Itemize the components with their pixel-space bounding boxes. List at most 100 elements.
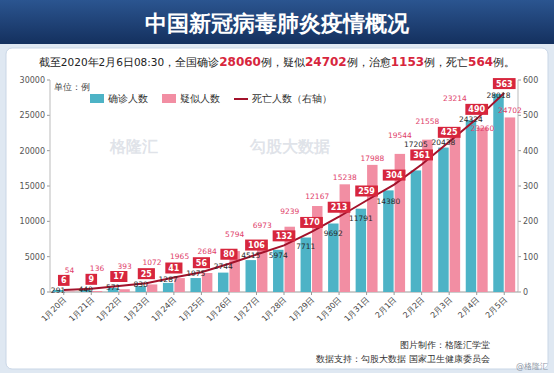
bar — [411, 170, 421, 292]
source: 数据支持：勾股大数据 国家卫生健康委员会 — [316, 354, 490, 364]
watermark-corner: @格隆汇 — [516, 362, 548, 371]
data-label: 25 — [141, 270, 153, 279]
label-box — [110, 271, 127, 282]
x-tick-label: 2月4日 — [456, 295, 481, 320]
x-tick — [339, 292, 340, 295]
line-data-label: 259 — [355, 185, 378, 196]
x-tick — [91, 292, 92, 295]
subtitle-part: 例，死亡 — [424, 56, 468, 68]
y2-tick-label: 400 — [523, 147, 538, 156]
label-box — [328, 202, 351, 213]
label-box — [465, 104, 488, 115]
x-tick — [256, 292, 257, 295]
label-box — [493, 78, 516, 89]
data-label: 571 — [106, 283, 121, 292]
data-label: 17 — [113, 272, 124, 281]
x-tick-label: 2月3日 — [429, 295, 454, 320]
line-data-label: 41 — [165, 263, 182, 274]
data-label: 1975 — [186, 269, 205, 278]
x-tick-label: 1月20日 — [40, 295, 68, 323]
bar — [505, 117, 515, 292]
data-label: 9239 — [280, 207, 299, 216]
x-tick-label: 2月2日 — [401, 295, 426, 320]
label-box — [438, 127, 461, 138]
data-label: 304 — [386, 171, 403, 180]
data-label: 6973 — [253, 221, 272, 230]
x-tick-label: 2月1日 — [374, 295, 399, 320]
data-label: 1965 — [170, 252, 189, 261]
x-tick-label: 1月21日 — [67, 295, 95, 323]
data-label: 7711 — [296, 242, 315, 251]
data-label: 24702 — [498, 106, 522, 115]
data-label: 23260 — [471, 124, 495, 133]
marks — [53, 93, 515, 292]
y-tick-label: 30000 — [20, 76, 45, 85]
line-data-label: 213 — [328, 202, 351, 213]
watermark: 格隆汇 — [109, 137, 158, 156]
legend-swatch — [90, 94, 104, 103]
data-label: 19544 — [388, 131, 412, 140]
line-data-label: 563 — [493, 78, 516, 89]
line-data-label: 80 — [220, 249, 237, 260]
legend-label: 疑似人数 — [180, 93, 220, 104]
data-label: 136 — [90, 264, 105, 273]
y2-tick-label: 600 — [523, 76, 538, 85]
data-label: 4515 — [241, 251, 260, 260]
data-label: 80 — [223, 250, 235, 259]
bar — [450, 128, 460, 292]
x-tick-label: 1月26日 — [205, 295, 233, 323]
line-data-label: 170 — [300, 217, 323, 228]
y-tick-label: 20000 — [20, 147, 45, 156]
bar — [64, 291, 74, 292]
data-label: 425 — [441, 128, 458, 137]
x-tick — [284, 292, 285, 295]
label-box — [193, 257, 210, 268]
data-label: 563 — [496, 80, 513, 89]
data-label: 14380 — [376, 197, 400, 206]
y-tick-label: 10000 — [20, 217, 45, 226]
subtitle: 截至2020年2月6日08:30，全国确诊28060例，疑似24702例，治愈1… — [39, 55, 515, 69]
header-band — [0, 0, 554, 44]
data-label: 830 — [133, 280, 148, 289]
y-tick-label: 25000 — [20, 111, 45, 120]
data-label: 5794 — [225, 230, 244, 239]
data-label: 2744 — [214, 262, 233, 271]
data-label: 1072 — [143, 258, 162, 267]
label-box — [220, 249, 237, 260]
data-label: 9 — [89, 275, 95, 284]
line-data-label: 132 — [273, 230, 296, 241]
data-label: 20438 — [432, 138, 456, 147]
credit: 图片制作：格隆汇学堂 — [400, 340, 490, 350]
line-data-label: 490 — [465, 104, 488, 115]
line-data-label: 425 — [438, 127, 461, 138]
y-axis — [50, 80, 51, 292]
y2-tick-label: 500 — [523, 111, 538, 120]
x-tick — [173, 292, 174, 295]
label-box — [245, 240, 268, 251]
data-label: 213 — [331, 203, 348, 212]
y2-tick-label: 0 — [523, 288, 528, 297]
subtitle-part: 例。 — [493, 56, 515, 68]
line-data-label: 6 — [58, 275, 70, 286]
x-tick — [421, 292, 422, 295]
data-label: 56 — [196, 259, 208, 268]
x-tick-label: 1月24日 — [150, 295, 178, 323]
bar — [218, 273, 228, 292]
legend-swatch — [234, 98, 248, 100]
bar — [163, 283, 173, 292]
x-tick-label: 1月27日 — [232, 295, 260, 323]
bar — [190, 278, 200, 292]
line-data-label: 17 — [110, 271, 127, 282]
x-tick — [118, 292, 119, 295]
x-tick — [311, 292, 312, 295]
data-label: 41 — [168, 264, 180, 273]
x-tick-label: 1月30日 — [315, 295, 343, 323]
data-label: 6 — [61, 276, 67, 285]
data-label: 291 — [51, 286, 66, 295]
label-box — [86, 274, 98, 285]
watermark: 勾股大数据 — [249, 137, 330, 156]
line-data-label: 56 — [193, 257, 210, 268]
subtitle-part: 截至2020年2月6日08:30，全国确诊 — [39, 56, 219, 68]
bar — [92, 291, 102, 292]
legend-label: 确诊人数 — [107, 93, 148, 104]
